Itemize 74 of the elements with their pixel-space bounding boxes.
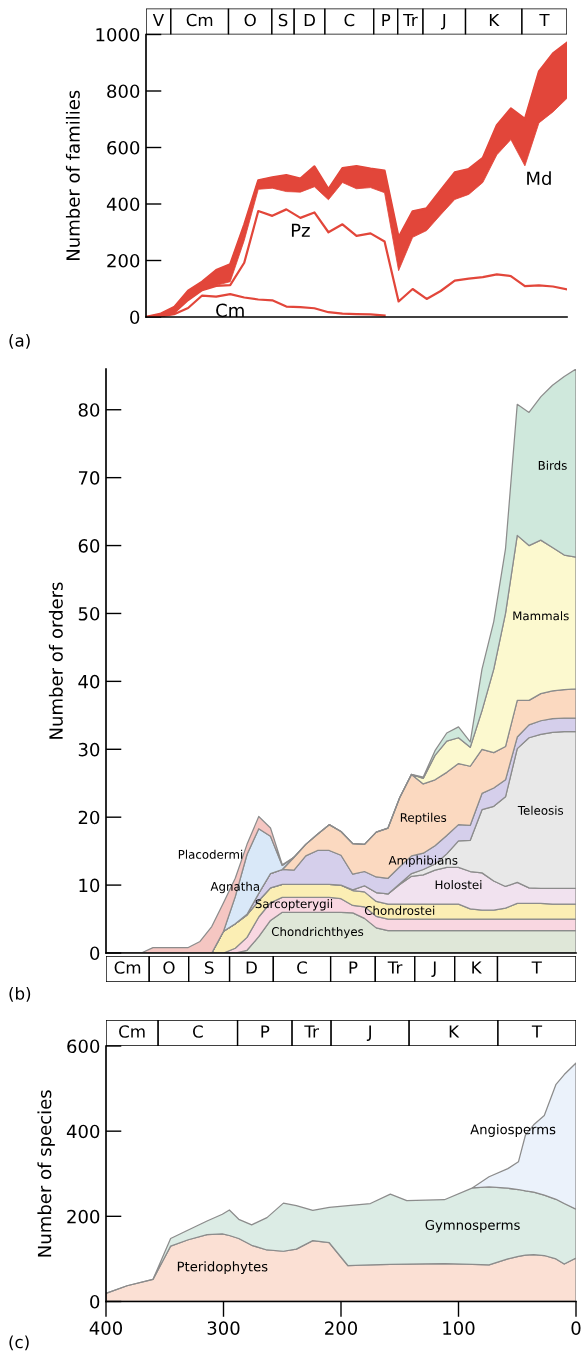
series-label: J xyxy=(431,961,436,977)
y-tick-label: 70 xyxy=(78,471,100,485)
series-label: Cm xyxy=(186,13,213,27)
series-label: C xyxy=(193,1025,203,1038)
series-label: C xyxy=(297,961,307,974)
x-tick-label: 200 xyxy=(325,1321,358,1335)
y-axis-title: Number of families xyxy=(65,90,80,260)
y-tick-label: 0 xyxy=(130,310,140,325)
text: (b) xyxy=(9,986,31,1002)
y-tick-label: 1000 xyxy=(96,27,140,42)
series-label: Gymnosperms xyxy=(425,1219,520,1233)
y-tick-label: 400 xyxy=(106,197,140,212)
series-label: Mammals xyxy=(513,611,569,621)
series-label: S xyxy=(204,961,214,974)
series-label: D xyxy=(246,961,257,974)
x-tick-label: 100 xyxy=(443,1321,475,1335)
series-label: K xyxy=(449,1025,460,1038)
series-label: C xyxy=(344,13,355,27)
series-label: Chondrostei xyxy=(364,905,435,915)
x-tick-label: 0 xyxy=(571,1321,581,1335)
y-tick-label: 600 xyxy=(67,1039,100,1054)
y-tick-label: 800 xyxy=(107,84,140,99)
series-label: Tr xyxy=(403,13,418,27)
y-tick-label: 80 xyxy=(78,403,100,417)
series-label: P xyxy=(382,13,391,27)
series-label: D xyxy=(304,13,315,27)
series-label: Tr xyxy=(387,961,403,974)
series-label: J xyxy=(366,1025,371,1041)
series-label: Birds xyxy=(538,460,567,470)
series-label: Placodermi xyxy=(178,849,243,859)
series-label: K xyxy=(472,961,482,974)
x-tick-label: 300 xyxy=(207,1321,240,1335)
y-tick-label: 60 xyxy=(78,539,100,553)
y-tick-label: 40 xyxy=(78,674,100,689)
series-label: Pteridophytes xyxy=(177,1261,268,1275)
series-label: V xyxy=(152,13,164,27)
series-label: J xyxy=(440,13,446,30)
series-label: S xyxy=(278,13,288,27)
series-label: Pz xyxy=(291,223,310,237)
y-tick-label: 0 xyxy=(90,1294,100,1309)
series-label: Chondrichthyes xyxy=(271,926,364,939)
y-tick-label: 0 xyxy=(90,946,100,961)
series-label: Holostei xyxy=(435,880,482,890)
series-label: P xyxy=(261,1025,270,1038)
series-label: O xyxy=(163,961,175,974)
text: (c) xyxy=(9,1335,29,1351)
y-tick-label: 400 xyxy=(66,1124,100,1139)
y-tick-label: 200 xyxy=(67,1209,100,1224)
series-label: Teleosis xyxy=(517,805,564,815)
y-axis-title: Number of species xyxy=(37,1090,55,1257)
series-label: P xyxy=(349,961,358,974)
series-label: Reptiles xyxy=(400,812,447,825)
series-label: Cm xyxy=(114,961,141,974)
series-label: Cm xyxy=(119,1025,145,1038)
series-label: Sarcopterygii xyxy=(255,899,333,911)
series-label: T xyxy=(531,961,542,974)
series-label: T xyxy=(539,13,550,27)
y-tick-label: 600 xyxy=(107,140,140,155)
series-label: Agnatha xyxy=(210,881,259,894)
y-tick-label: 200 xyxy=(107,253,140,268)
series-label: Amphibians xyxy=(388,855,458,868)
series-label: T xyxy=(531,1025,543,1038)
y-axis-title: Number of orders xyxy=(48,582,63,739)
text: (a) xyxy=(9,333,30,349)
y-tick-label: 20 xyxy=(78,810,100,825)
series-label: K xyxy=(489,13,500,27)
y-tick-label: 30 xyxy=(78,742,100,757)
text: Md xyxy=(527,171,551,186)
y-tick-label: 50 xyxy=(78,606,100,621)
y-tick-label: 10 xyxy=(79,878,100,893)
series-label: Cm xyxy=(216,303,244,318)
series-label: Tr xyxy=(304,1025,319,1038)
series-label: Angiosperms xyxy=(470,1124,556,1137)
series-label: O xyxy=(244,13,256,27)
